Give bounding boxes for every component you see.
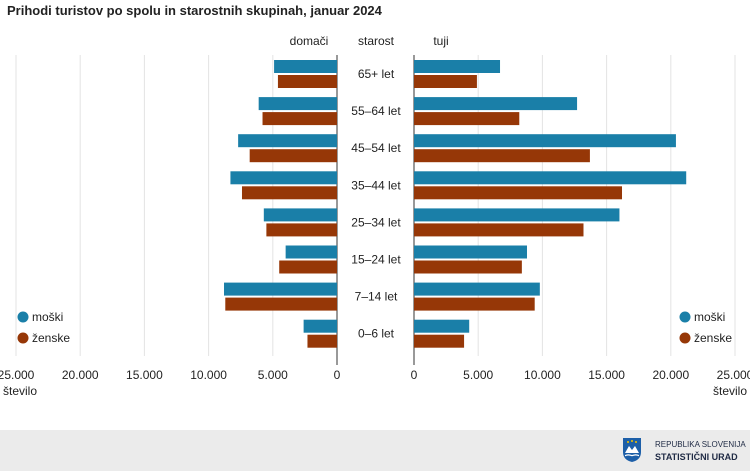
coat-of-arms-icon [623, 438, 641, 462]
legend-left-label-1: ženske [32, 331, 70, 345]
bar-domaci-moski-6 [224, 282, 337, 296]
bar-tuji-zenske-6 [414, 297, 535, 311]
bar-tuji-moski-0 [414, 60, 501, 73]
category-label-7: 0–6 let [358, 327, 395, 341]
tick-label-left-4: 20.000 [62, 368, 99, 382]
tick-label-left-3: 15.000 [126, 368, 163, 382]
category-label-1: 55–64 let [351, 104, 401, 118]
tick-label-right-2: 10.000 [524, 368, 561, 382]
bar-tuji-zenske-1 [414, 112, 520, 126]
bar-domaci-zenske-5 [279, 260, 337, 274]
bar-domaci-zenske-0 [277, 75, 337, 88]
category-label-4: 25–34 let [351, 215, 401, 229]
tick-label-right-0: 0 [411, 368, 418, 382]
bar-domaci-zenske-1 [262, 112, 337, 126]
footer-bar: REPUBLIKA SLOVENIJA STATISTIČNI URAD [0, 430, 750, 471]
bar-tuji-moski-5 [414, 245, 527, 259]
tick-label-right-1: 5.000 [463, 368, 493, 382]
tick-label-left-1: 5.000 [258, 368, 288, 382]
legend-right-swatch-0 [679, 311, 691, 323]
tick-label-left-0: 0 [334, 368, 341, 382]
bar-tuji-zenske-7 [414, 334, 465, 348]
bar-domaci-moski-7 [303, 319, 337, 333]
tick-label-left-2: 10.000 [190, 368, 227, 382]
bar-domaci-moski-4 [263, 208, 337, 222]
tick-label-right-4: 20.000 [652, 368, 689, 382]
chart-title: Prihodi turistov po spolu in starostnih … [7, 3, 382, 18]
org-line-1: REPUBLIKA SLOVENIJA [655, 440, 746, 449]
bar-tuji-moski-3 [414, 171, 687, 185]
bar-tuji-zenske-2 [414, 149, 590, 163]
population-pyramid-chart: domači starost tuji 65+ let 55–64 let 45–54 l… [0, 34, 750, 398]
category-label-6: 7–14 let [355, 290, 398, 304]
bar-domaci-zenske-3 [241, 186, 337, 200]
bar-domaci-moski-5 [285, 245, 337, 259]
x-axis-title-right: število [713, 384, 747, 398]
org-line-2: STATISTIČNI URAD [655, 452, 738, 462]
bar-tuji-zenske-3 [414, 186, 623, 200]
org-logo-text: REPUBLIKA SLOVENIJA STATISTIČNI URAD [655, 439, 746, 463]
bar-tuji-moski-2 [414, 134, 676, 148]
bar-domaci-moski-1 [258, 97, 337, 111]
x-axis-title-left: število [3, 384, 37, 398]
bar-tuji-zenske-4 [414, 223, 584, 237]
header-center-label: starost [358, 34, 395, 48]
bar-domaci-zenske-4 [266, 223, 337, 237]
tick-label-right-5: 25.000 [717, 368, 750, 382]
header-right-label: tuji [433, 34, 448, 48]
legend-right-swatch-1 [679, 332, 691, 344]
legend-right-label-1: ženske [694, 331, 732, 345]
bar-tuji-moski-7 [414, 319, 470, 333]
tick-label-left-5: 25.000 [0, 368, 35, 382]
bar-domaci-zenske-2 [249, 149, 337, 163]
bar-domaci-moski-2 [238, 134, 337, 148]
bar-tuji-zenske-0 [414, 75, 477, 88]
header-left-label: domači [290, 34, 329, 48]
category-label-5: 15–24 let [351, 253, 401, 267]
bar-tuji-zenske-5 [414, 260, 522, 274]
category-label-3: 35–44 let [351, 178, 401, 192]
bar-domaci-moski-3 [230, 171, 337, 185]
tick-label-right-3: 15.000 [588, 368, 625, 382]
bar-domaci-moski-0 [274, 60, 337, 73]
category-label-2: 45–54 let [351, 141, 401, 155]
legend-right-label-0: moški [694, 310, 725, 324]
category-label-0: 65+ let [358, 67, 395, 81]
bar-tuji-moski-1 [414, 97, 578, 111]
legend-left-label-0: moški [32, 310, 63, 324]
bar-domaci-zenske-7 [307, 334, 337, 348]
legend-left-swatch-1 [17, 332, 29, 344]
bar-tuji-moski-6 [414, 282, 540, 296]
bar-domaci-zenske-6 [225, 297, 337, 311]
bar-tuji-moski-4 [414, 208, 620, 222]
legend-left-swatch-0 [17, 311, 29, 323]
